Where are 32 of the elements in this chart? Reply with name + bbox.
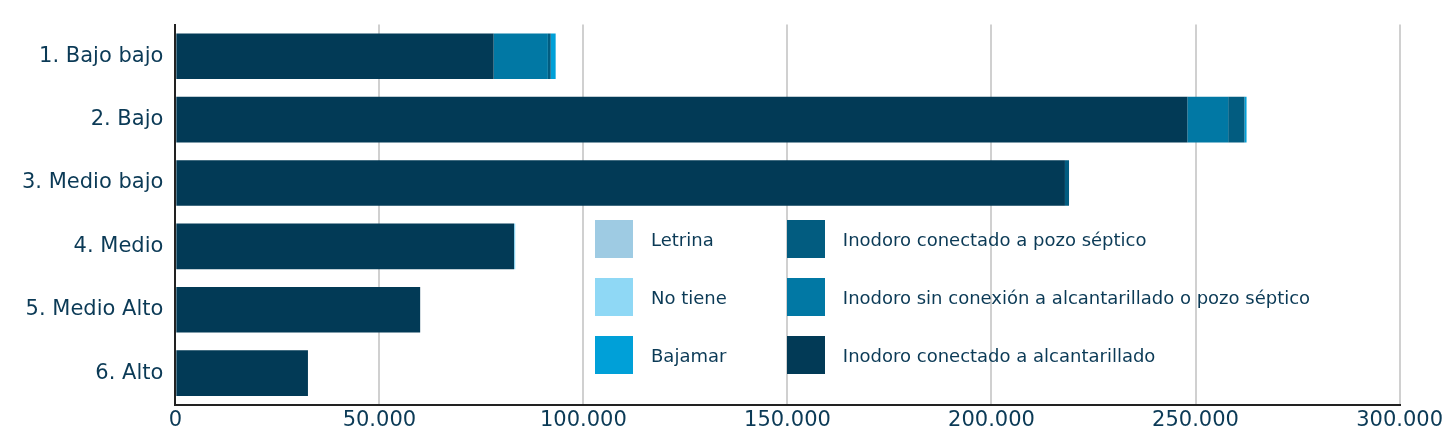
bar <box>1228 96 1245 143</box>
x-tick-label: 0 <box>168 406 183 431</box>
bar <box>1244 96 1247 143</box>
legend-label: Bajamar <box>651 344 727 366</box>
legend-label: Inodoro conectado a alcantarillado <box>842 344 1156 366</box>
y-tick-label: 5. Medio Alto <box>25 296 164 321</box>
y-tick-label: 2. Bajo <box>90 106 164 131</box>
bar <box>493 33 548 80</box>
y-tick-label: 4. Medio <box>73 232 164 257</box>
y-tick-label: 6. Alto <box>95 359 164 384</box>
legend-label: Inodoro conectado a pozo séptico <box>842 228 1147 250</box>
bar <box>176 160 1065 206</box>
legend-label: No tiene <box>651 286 727 308</box>
legend-label: Letrina <box>651 228 714 250</box>
bar <box>176 96 1188 143</box>
x-tick-label: 100.000 <box>539 406 627 431</box>
bar <box>176 223 515 270</box>
y-tick-label: 1. Bajo bajo <box>39 42 164 67</box>
legend-label: Inodoro sin conexión a alcantarillado o pozo séptico <box>842 286 1311 308</box>
bar <box>176 286 421 333</box>
x-tick-label: 200.000 <box>948 406 1035 431</box>
x-tick-label: 250.000 <box>1152 406 1239 431</box>
bar <box>176 33 494 80</box>
bar <box>550 33 556 80</box>
x-tick-label: 300.000 <box>1356 406 1443 431</box>
x-tick-label: 150.000 <box>744 406 831 431</box>
bar <box>547 33 551 80</box>
bar <box>1064 160 1070 206</box>
bar <box>176 350 308 396</box>
x-tick-label: 50.000 <box>342 406 417 431</box>
bar <box>1187 96 1229 143</box>
y-tick-label: 3. Medio bajo <box>21 169 164 194</box>
